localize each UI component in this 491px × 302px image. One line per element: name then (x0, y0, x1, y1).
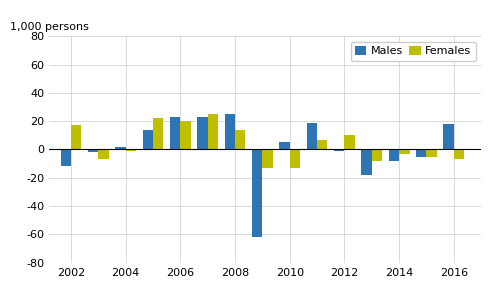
Bar (252, 149, 262, 237)
Bar (98, 149, 109, 159)
Bar (399, 149, 409, 154)
Bar (126, 149, 136, 151)
Bar (71, 125, 82, 149)
Bar (389, 149, 399, 161)
Bar (142, 130, 153, 149)
Bar (279, 143, 290, 149)
Bar (235, 130, 246, 149)
Bar (170, 117, 180, 149)
Text: 1,000 persons: 1,000 persons (10, 22, 89, 32)
Bar (317, 140, 327, 149)
Bar (427, 149, 437, 156)
Bar (60, 149, 71, 166)
Bar (290, 149, 300, 168)
Bar (334, 149, 345, 151)
Bar (208, 114, 218, 149)
Bar (115, 147, 126, 149)
Bar (416, 149, 427, 156)
Bar (372, 149, 382, 161)
Bar (443, 124, 454, 149)
Bar (454, 149, 464, 159)
Bar (361, 149, 372, 175)
Bar (197, 117, 208, 149)
Legend: Males, Females: Males, Females (351, 42, 476, 61)
Bar (88, 149, 98, 152)
Bar (153, 118, 164, 149)
Bar (345, 135, 355, 149)
Bar (307, 123, 317, 149)
Bar (180, 121, 191, 149)
Bar (225, 114, 235, 149)
Bar (262, 149, 273, 168)
